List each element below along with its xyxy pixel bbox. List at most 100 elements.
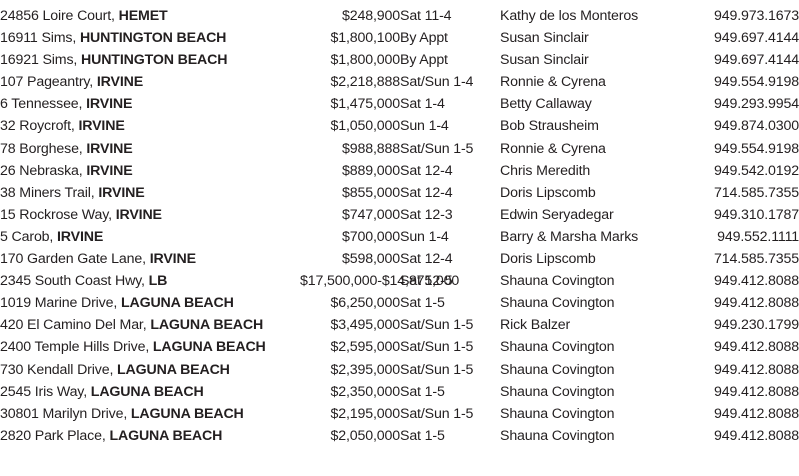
listing-agent-phone[interactable]: 714.585.7355: [714, 184, 799, 201]
table-row[interactable]: 30801 Marilyn Drive, LAGUNA BEACH $2,195,…: [0, 403, 799, 425]
listing-agent-phone[interactable]: 949.542.0192: [714, 162, 799, 179]
listing-address-cell: 2345 South Coast Hwy, LB: [0, 270, 300, 292]
listing-address-cell: 15 Rockrose Way, IRVINE: [0, 204, 300, 226]
table-row[interactable]: 16921 Sims, HUNTINGTON BEACH $1,800,000 By…: [0, 49, 799, 71]
listing-address-cell: 16921 Sims, HUNTINGTON BEACH: [0, 49, 300, 71]
listing-address-cell: 6 Tennessee, IRVINE: [0, 93, 300, 115]
listing-agent-phone[interactable]: 949.412.8088: [714, 405, 799, 422]
listing-open-house-time: Sat/Sun 1-5: [400, 339, 474, 356]
listing-city: LB: [148, 273, 168, 290]
table-row[interactable]: 78 Borghese, IRVINE $988,888 Sat/Sun 1-5 Ro…: [0, 138, 799, 160]
table-row[interactable]: 24856 Loire Court, HEMET $248,900 Sat 11-4…: [0, 5, 799, 27]
listing-address-cell: 5 Carob, IRVINE: [0, 226, 300, 248]
listing-address-cell: 170 Garden Gate Lane, IRVINE: [0, 248, 300, 270]
listing-street: 107 Pageantry,: [0, 74, 97, 91]
table-row[interactable]: 420 El Camino Del Mar, LAGUNA BEACH $3,49…: [0, 314, 799, 336]
table-row[interactable]: 2545 Iris Way, LAGUNA BEACH $2,350,000 Sat…: [0, 381, 799, 403]
table-row[interactable]: 2820 Park Place, LAGUNA BEACH $2,050,000 S…: [0, 425, 799, 447]
listing-address-cell: 2545 Iris Way, LAGUNA BEACH: [0, 381, 300, 403]
listing-price: $598,000: [342, 251, 400, 268]
listing-open-house-time: Sun 1-4: [400, 228, 449, 245]
listing-agent-phone[interactable]: 949.412.8088: [714, 361, 799, 378]
listing-address-cell: 16911 Sims, HUNTINGTON BEACH: [0, 27, 300, 49]
listing-agent-phone[interactable]: 949.412.8088: [714, 339, 799, 356]
table-row[interactable]: 170 Garden Gate Lane, IRVINE $598,000 Sat …: [0, 248, 799, 270]
listing-agent-phone[interactable]: 949.412.8088: [714, 273, 799, 290]
listing-city: IRVINE: [149, 251, 196, 268]
listing-agent-name: Shauna Covington: [500, 427, 615, 444]
listing-price: $1,475,000: [330, 96, 400, 113]
listing-street: 2820 Park Place,: [0, 427, 110, 444]
listing-street: 26 Nebraska,: [0, 162, 87, 179]
listing-agent-phone[interactable]: 949.552.1111: [717, 228, 799, 245]
listing-agent-phone[interactable]: 949.412.8088: [714, 383, 799, 400]
listing-price: $889,000: [342, 162, 400, 179]
listing-open-house-time: Sat 1-5: [400, 383, 445, 400]
listing-address-cell: 32 Roycroft, IRVINE: [0, 115, 300, 137]
listing-agent-name: Doris Lipscomb: [500, 251, 596, 268]
listing-price: $248,900: [342, 8, 400, 24]
listing-address-cell: 2820 Park Place, LAGUNA BEACH: [0, 425, 300, 447]
listing-address-cell: 730 Kendall Drive, LAGUNA BEACH: [0, 359, 300, 381]
listing-price: $1,050,000: [330, 118, 400, 135]
listing-agent-phone[interactable]: 949.697.4144: [714, 30, 799, 47]
listing-price: $2,195,000: [330, 405, 400, 422]
listing-agent-phone[interactable]: 949.697.4144: [714, 52, 799, 69]
listing-address-cell: 24856 Loire Court, HEMET: [0, 5, 300, 27]
listing-agent-phone[interactable]: 949.554.9198: [714, 140, 799, 157]
listing-street: 15 Rockrose Way,: [0, 206, 116, 223]
listing-open-house-time: Sat 12-3: [400, 206, 453, 223]
listing-agent-phone[interactable]: 949.874.0300: [714, 118, 799, 135]
table-row[interactable]: 5 Carob, IRVINE $700,000 Sun 1-4 Barry & Ma…: [0, 226, 799, 248]
listing-street: 170 Garden Gate Lane,: [0, 251, 150, 268]
listing-city: LAGUNA BEACH: [120, 295, 234, 312]
listing-city: HUNTINGTON BEACH: [81, 52, 228, 69]
listing-open-house-time: By Appt: [400, 30, 448, 47]
table-row[interactable]: 2400 Temple Hills Drive, LAGUNA BEACH $2,…: [0, 336, 799, 358]
listing-agent-phone[interactable]: 949.293.9954: [714, 96, 799, 113]
listing-price: $2,050,000: [330, 427, 400, 444]
table-row[interactable]: 16911 Sims, HUNTINGTON BEACH $1,800,100 By…: [0, 27, 799, 49]
listing-agent-phone[interactable]: 949.310.1787: [714, 206, 799, 223]
listing-street: 730 Kendall Drive,: [0, 361, 118, 378]
table-row[interactable]: 38 Miners Trail, IRVINE $855,000 Sat 12-4 D…: [0, 182, 799, 204]
listing-street: 16911 Sims,: [0, 30, 80, 47]
listing-agent-phone[interactable]: 949.230.1799: [714, 317, 799, 334]
listing-street: 38 Miners Trail,: [0, 184, 99, 201]
listing-price: $3,495,000: [330, 317, 400, 334]
listing-agent-phone[interactable]: 949.412.8088: [714, 427, 799, 444]
listing-agent-name: Shauna Covington: [500, 361, 615, 378]
listing-city: LAGUNA BEACH: [150, 317, 264, 334]
listing-agent-name: Kathy de los Monteros: [500, 8, 639, 24]
listing-price: $2,350,000: [330, 383, 400, 400]
listing-price: $2,395,000: [330, 361, 400, 378]
listing-agent-phone[interactable]: 714.585.7355: [714, 251, 799, 268]
listing-agent-name: Susan Sinclair: [500, 30, 589, 47]
listing-price: $747,000: [342, 206, 400, 223]
table-row[interactable]: 26 Nebraska, IRVINE $889,000 Sat 12-4 Chris…: [0, 160, 799, 182]
table-row[interactable]: 1019 Marine Drive, LAGUNA BEACH $6,250,00…: [0, 292, 799, 314]
listing-agent-phone[interactable]: 949.412.8088: [714, 295, 799, 312]
listing-city: IRVINE: [115, 206, 162, 223]
listing-agent-phone[interactable]: 949.973.1673: [714, 8, 799, 24]
listing-agent-phone[interactable]: 949.554.9198: [714, 74, 799, 91]
table-row[interactable]: 2345 South Coast Hwy, LB $17,500,000-$14,…: [0, 270, 799, 292]
listing-city: HUNTINGTON BEACH: [79, 30, 227, 47]
table-row[interactable]: 107 Pageantry, IRVINE $2,218,888 Sat/Sun 1…: [0, 71, 799, 93]
listing-open-house-time: Sat 1-5: [400, 295, 445, 312]
listing-price: $1,800,100: [330, 30, 400, 47]
listing-open-house-time: Sat/Sun 1-4: [400, 74, 474, 91]
listing-address-cell: 78 Borghese, IRVINE: [0, 138, 300, 160]
table-row[interactable]: 15 Rockrose Way, IRVINE $747,000 Sat 12-3 E…: [0, 204, 799, 226]
listing-price: $700,000: [342, 228, 400, 245]
listing-price: $2,218,888: [330, 74, 400, 91]
listing-open-house-time: Sat/Sun 1-5: [400, 140, 474, 157]
table-row[interactable]: 730 Kendall Drive, LAGUNA BEACH $2,395,00…: [0, 359, 799, 381]
open-house-listings-table: 24856 Loire Court, HEMET $248,900 Sat 11-4…: [0, 5, 799, 447]
table-row[interactable]: 32 Roycroft, IRVINE $1,050,000 Sun 1-4 Bob …: [0, 115, 799, 137]
listing-city: IRVINE: [57, 228, 104, 245]
table-row[interactable]: 6 Tennessee, IRVINE $1,475,000 Sat 1-4 Bett…: [0, 93, 799, 115]
listing-street: 24856 Loire Court,: [0, 8, 119, 24]
listing-agent-name: Ronnie & Cyrena: [500, 140, 606, 157]
listing-address-cell: 2400 Temple Hills Drive, LAGUNA BEACH: [0, 336, 300, 358]
